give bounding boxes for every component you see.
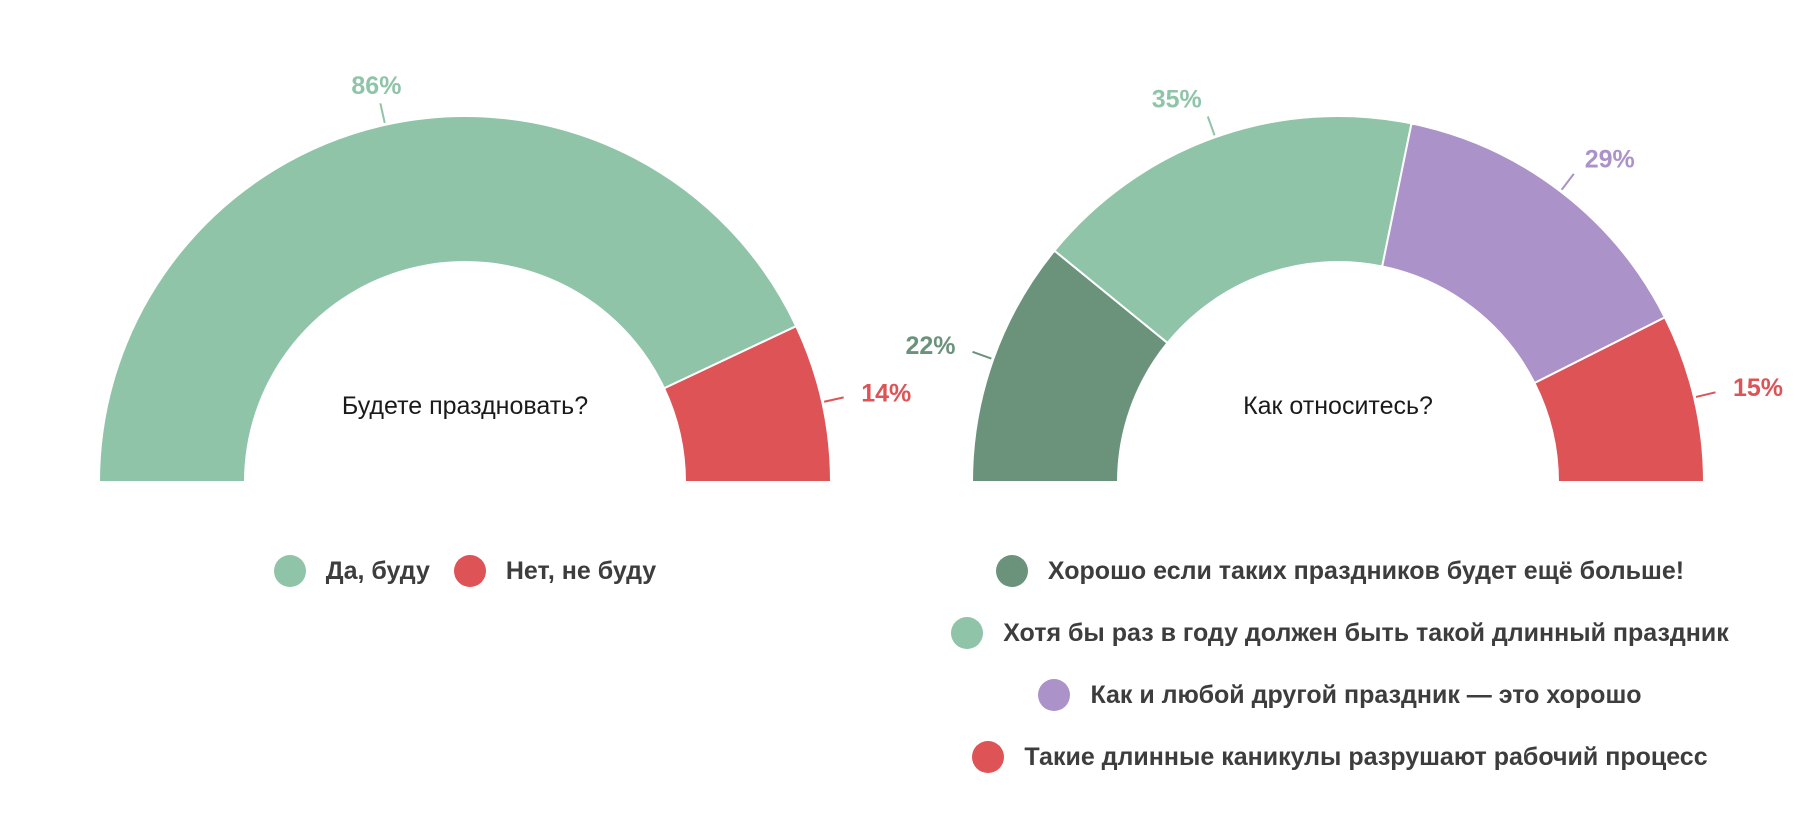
legend-row: Такие длинные каникулы разрушают рабочий… xyxy=(900,726,1780,788)
legend-item-disrupts-work[interactable]: Такие длинные каникулы разрушают рабочий… xyxy=(972,741,1708,773)
chart-1-value-label-2: 14% xyxy=(861,379,911,407)
legend-label-yes: Да, буду xyxy=(325,556,430,585)
chart-2-value-label-3: 29% xyxy=(1585,146,1635,174)
legend-row: Да, буду Нет, не буду xyxy=(100,540,830,602)
legend-swatch-no xyxy=(453,555,486,587)
chart-2-value-label-2: 35% xyxy=(1152,86,1202,114)
chart-2-center-label: Как относитесь? xyxy=(1243,392,1433,420)
legend-chart-1: Да, буду Нет, не буду xyxy=(100,540,830,602)
chart-2-value-label-1: 22% xyxy=(905,332,955,360)
chart-2-leader-3 xyxy=(1560,173,1575,191)
legend-item-once-a-year[interactable]: Хотя бы раз в году должен быть такой дли… xyxy=(951,617,1729,649)
legend-item-like-any-holiday[interactable]: Как и любой другой праздник — это хорошо xyxy=(1038,679,1642,711)
legend-row: Как и любой другой праздник — это хорошо xyxy=(900,664,1780,726)
legend-label-like-any-holiday: Как и любой другой праздник — это хорошо xyxy=(1090,680,1642,709)
chart-1-value-label-1: 86% xyxy=(351,72,401,100)
legend-item-more-holidays[interactable]: Хорошо если таких праздников будет ещё б… xyxy=(995,555,1685,587)
legend-label-disrupts-work: Такие длинные каникулы разрушают рабочий… xyxy=(1024,742,1708,771)
legend-swatch-more-holidays xyxy=(995,555,1028,587)
chart-2-segment-2[interactable] xyxy=(1052,115,1413,345)
chart-1-leader-1 xyxy=(379,103,386,124)
legend-item-yes[interactable]: Да, буду xyxy=(273,555,430,587)
legend-row: Хорошо если таких праздников будет ещё б… xyxy=(900,540,1780,602)
chart-1-segment-1[interactable] xyxy=(97,115,798,483)
chart-1: 86% 14% Будете праздновать? xyxy=(97,72,911,483)
legend-row: Хотя бы раз в году должен быть такой дли… xyxy=(900,602,1780,664)
legend-swatch-disrupts-work xyxy=(972,741,1005,773)
legend-label-once-a-year: Хотя бы раз в году должен быть такой дли… xyxy=(1003,618,1729,647)
legend-item-no[interactable]: Нет, не буду xyxy=(453,555,657,587)
legend-label-no: Нет, не буду xyxy=(505,556,657,585)
chart-1-leader-2 xyxy=(823,396,844,403)
legend-swatch-yes xyxy=(273,555,306,587)
chart-1-segment-2[interactable] xyxy=(662,324,833,483)
chart-2-leader-4 xyxy=(1695,391,1716,398)
legend-label-more-holidays: Хорошо если таких праздников будет ещё б… xyxy=(1047,556,1685,585)
legend-chart-2: Хорошо если таких праздников будет ещё б… xyxy=(900,540,1780,788)
chart-1-center-label: Будете праздновать? xyxy=(342,392,588,420)
chart-2: 22% 35% 29% 15% Как относитесь? xyxy=(905,86,1783,483)
chart-2-value-label-4: 15% xyxy=(1733,374,1783,402)
legend-swatch-once-a-year xyxy=(951,617,984,649)
legend-swatch-like-any-holiday xyxy=(1038,679,1071,711)
chart-2-leader-1 xyxy=(972,350,992,360)
chart-2-leader-2 xyxy=(1206,116,1216,136)
chart-2-segment-4[interactable] xyxy=(1533,316,1706,483)
